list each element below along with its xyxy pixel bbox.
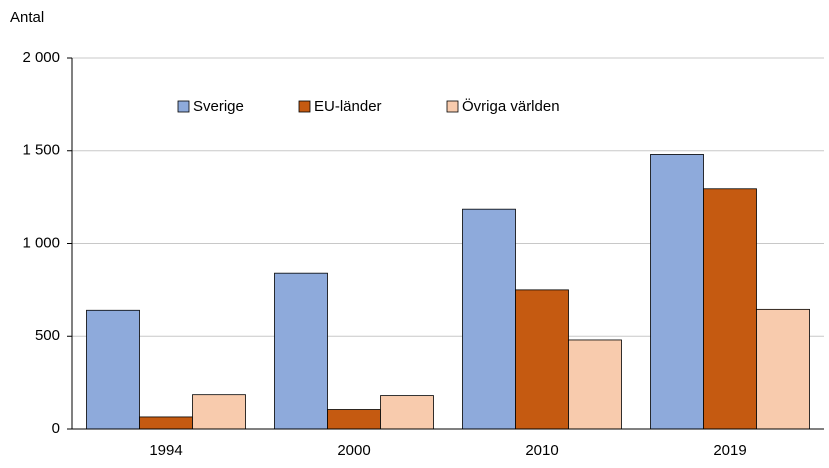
legend-swatch	[177, 100, 190, 113]
bar	[139, 416, 193, 430]
bar	[192, 394, 246, 430]
legend-label: Övriga världen	[462, 97, 560, 115]
x-tick-label: 2019	[713, 442, 746, 459]
legend-label: Sverige	[193, 98, 244, 115]
bar	[86, 309, 140, 430]
legend-label: EU-länder	[314, 98, 382, 115]
y-tick-label: 2 000	[22, 49, 60, 66]
legend-swatch	[446, 100, 459, 113]
bar	[756, 308, 810, 430]
x-tick-label: 1994	[149, 442, 182, 459]
x-tick-label: 2000	[337, 442, 370, 459]
y-tick-label: 1 500	[22, 142, 60, 159]
bar	[327, 409, 381, 430]
y-tick-label: 500	[35, 327, 60, 344]
bar	[515, 289, 569, 430]
y-tick-label: 0	[52, 420, 60, 437]
bar	[568, 339, 622, 430]
x-tick-label: 2010	[525, 442, 558, 459]
y-tick-label: 1 000	[22, 234, 60, 251]
bar	[650, 154, 704, 430]
bar	[380, 395, 434, 430]
bar	[462, 208, 516, 430]
legend-swatch	[298, 100, 311, 113]
bar	[703, 188, 757, 430]
y-axis-label: Antal	[10, 9, 44, 26]
bar	[274, 272, 328, 430]
